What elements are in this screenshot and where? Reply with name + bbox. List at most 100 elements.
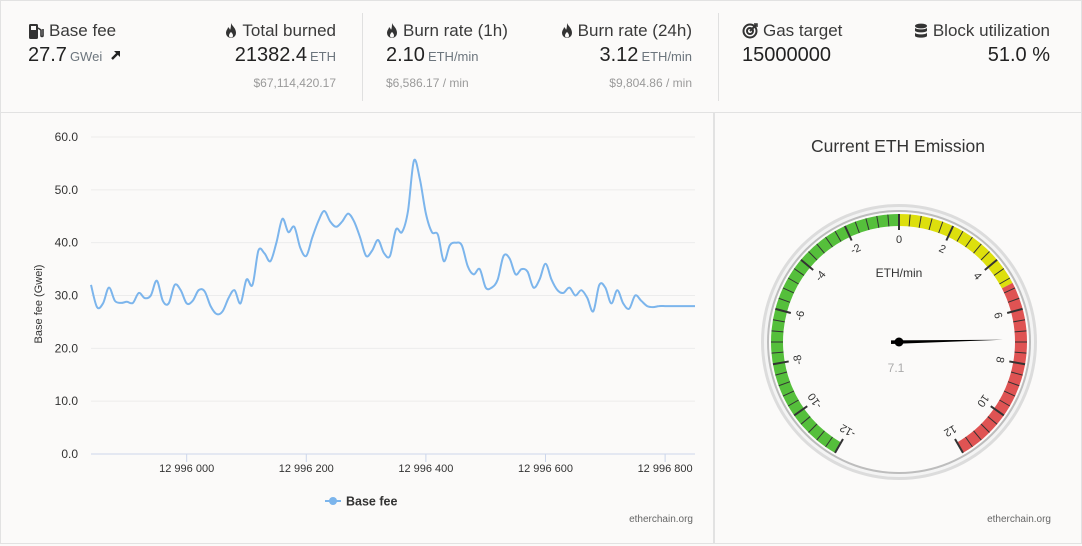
stat-label: Base fee xyxy=(49,21,117,40)
stat-value: 3.12 xyxy=(599,44,639,66)
gauge-minor-tick xyxy=(918,215,922,228)
gauge-minor-tick xyxy=(956,230,964,242)
gauge-major-tick xyxy=(772,360,789,366)
stat-usd: $67,114,420.17 xyxy=(253,76,336,90)
x-tick-label: 12 996 000 xyxy=(159,463,214,475)
gauge-tick-label: 6 xyxy=(991,311,1004,320)
gauge-band xyxy=(771,214,899,453)
stat-value: 2.10 xyxy=(386,44,425,66)
gauge-minor-tick xyxy=(825,436,833,448)
gauge-minor-tick xyxy=(787,399,799,407)
y-axis: 0.0 10.0 20.0 30.0 40.0 50.0 60.0 xyxy=(55,130,79,461)
eth-emission-gauge-panel: Current ETH Emission -12 -10 -8 -6 -4 -2 0 2 4 6 8… xyxy=(714,113,1082,544)
gauge-minor-tick xyxy=(800,416,811,425)
gauge-needle xyxy=(890,339,1003,344)
stat-usd: $9,804.86 / min xyxy=(609,76,692,90)
y-tick-label: 50.0 xyxy=(55,183,79,197)
gauge-tick-label: -2 xyxy=(849,242,863,257)
gauge-minor-tick xyxy=(816,430,825,441)
gauge-tick-label: -6 xyxy=(793,309,807,322)
stat-unit: ETH/min xyxy=(427,49,479,64)
gauge-minor-tick xyxy=(908,214,911,227)
stat-label: Block utilization xyxy=(932,21,1050,40)
gauge-bands xyxy=(771,214,1027,453)
gauge-value: 7.1 xyxy=(888,361,905,375)
y-tick-label: 30.0 xyxy=(55,289,79,303)
gauge-tick-label: 0 xyxy=(896,234,902,246)
gauge-minor-tick xyxy=(876,215,880,228)
gas-pump-icon xyxy=(29,23,44,39)
gauge-minor-tick xyxy=(771,330,784,333)
gauge-minor-tick xyxy=(1013,319,1026,323)
gauge-minor-tick xyxy=(865,218,870,231)
gauge-band xyxy=(899,214,1013,289)
base-fee-chart: 0.010.020.030.040.050.060.0 12 996 000 12… xyxy=(33,130,695,509)
gauge-minor-tick xyxy=(854,221,860,234)
gauge-major-tick xyxy=(800,258,814,271)
gauge-tick-label: 2 xyxy=(937,243,948,256)
gauge-minor-tick xyxy=(965,236,973,248)
gauge-minor-tick xyxy=(999,399,1011,407)
gauge-minor-tick xyxy=(980,251,990,261)
gauge-credit[interactable]: etherchain.org xyxy=(987,514,1051,525)
gauge-minor-tick xyxy=(1003,390,1016,397)
gauge-ticks xyxy=(771,214,1027,454)
divider xyxy=(362,13,363,101)
gauge-major-tick xyxy=(843,225,853,241)
gauge-minor-tick xyxy=(1007,297,1020,303)
legend-item-base-fee[interactable]: Base fee xyxy=(346,495,397,509)
stat-burn-rate-24h: Burn rate (24h) 3.12 ETH/min $9,804.86 / … xyxy=(561,21,692,90)
gauge-pivot xyxy=(894,337,904,347)
external-link-icon[interactable] xyxy=(110,49,122,61)
gauge-minor-tick xyxy=(825,236,833,248)
gauge-minor-tick xyxy=(834,230,842,242)
gauge-tick-label: 12 xyxy=(942,422,959,439)
legend-marker xyxy=(329,497,337,505)
chart-credit[interactable]: etherchain.org xyxy=(629,514,693,525)
gauge-title: Current ETH Emission xyxy=(811,136,985,156)
x-tick-label: 12 996 600 xyxy=(518,463,573,475)
flame-icon xyxy=(226,23,237,38)
gauge-minor-tick xyxy=(808,423,818,433)
x-tick-label: 12 996 800 xyxy=(638,463,693,475)
gauge-minor-tick xyxy=(816,243,825,254)
stat-label: Burn rate (1h) xyxy=(403,21,508,40)
gauge-minor-tick xyxy=(993,268,1005,276)
gauge-major-tick xyxy=(984,258,998,271)
chart-legend[interactable]: Base fee xyxy=(325,495,397,509)
gauge-minor-tick xyxy=(793,268,805,276)
gauge-major-tick xyxy=(793,405,808,417)
x-axis: 12 996 000 12 996 200 12 996 400 12 996 600… xyxy=(91,453,695,475)
gauge-minor-tick xyxy=(782,287,795,294)
stat-label: Burn rate (24h) xyxy=(577,21,692,40)
chart-grid xyxy=(91,136,695,455)
x-tick-label: 12 996 200 xyxy=(279,463,334,475)
gauge-minor-tick xyxy=(778,297,791,303)
gauge-minor-tick xyxy=(782,390,795,397)
gauge-minor-tick xyxy=(1003,287,1016,294)
stat-usd: $6,586.17 / min xyxy=(386,76,469,90)
gauge-major-tick xyxy=(775,307,792,314)
gauge-minor-tick xyxy=(1014,351,1027,354)
gauge-major-tick xyxy=(990,405,1005,417)
gauge-tick-label: 10 xyxy=(974,392,991,409)
gauge-minor-tick xyxy=(973,430,982,441)
stats-bar: Base fee 27.7 GWei Total burned 21382.4 ET… xyxy=(0,0,1082,113)
divider xyxy=(718,13,719,101)
gauge-minor-tick xyxy=(938,221,944,234)
gauge-minor-tick xyxy=(772,319,785,323)
gauge-major-tick xyxy=(1006,307,1023,314)
stat-total-burned: Total burned 21382.4 ETH $67,114,420.17 xyxy=(225,21,336,90)
target-icon xyxy=(742,23,758,39)
y-tick-label: 40.0 xyxy=(55,236,79,250)
stat-value: 15000000 xyxy=(742,44,831,66)
y-tick-label: 10.0 xyxy=(55,394,79,408)
gauge-major-tick xyxy=(954,438,964,454)
gauge-minor-tick xyxy=(1014,330,1027,333)
gauge-major-tick xyxy=(945,225,955,241)
y-axis-label: Base fee (Gwei) xyxy=(33,265,45,344)
y-tick-label: 0.0 xyxy=(61,447,78,461)
gauge-major-tick xyxy=(834,438,844,454)
stat-unit: GWei xyxy=(69,49,103,64)
gauge-minor-tick xyxy=(987,416,998,425)
